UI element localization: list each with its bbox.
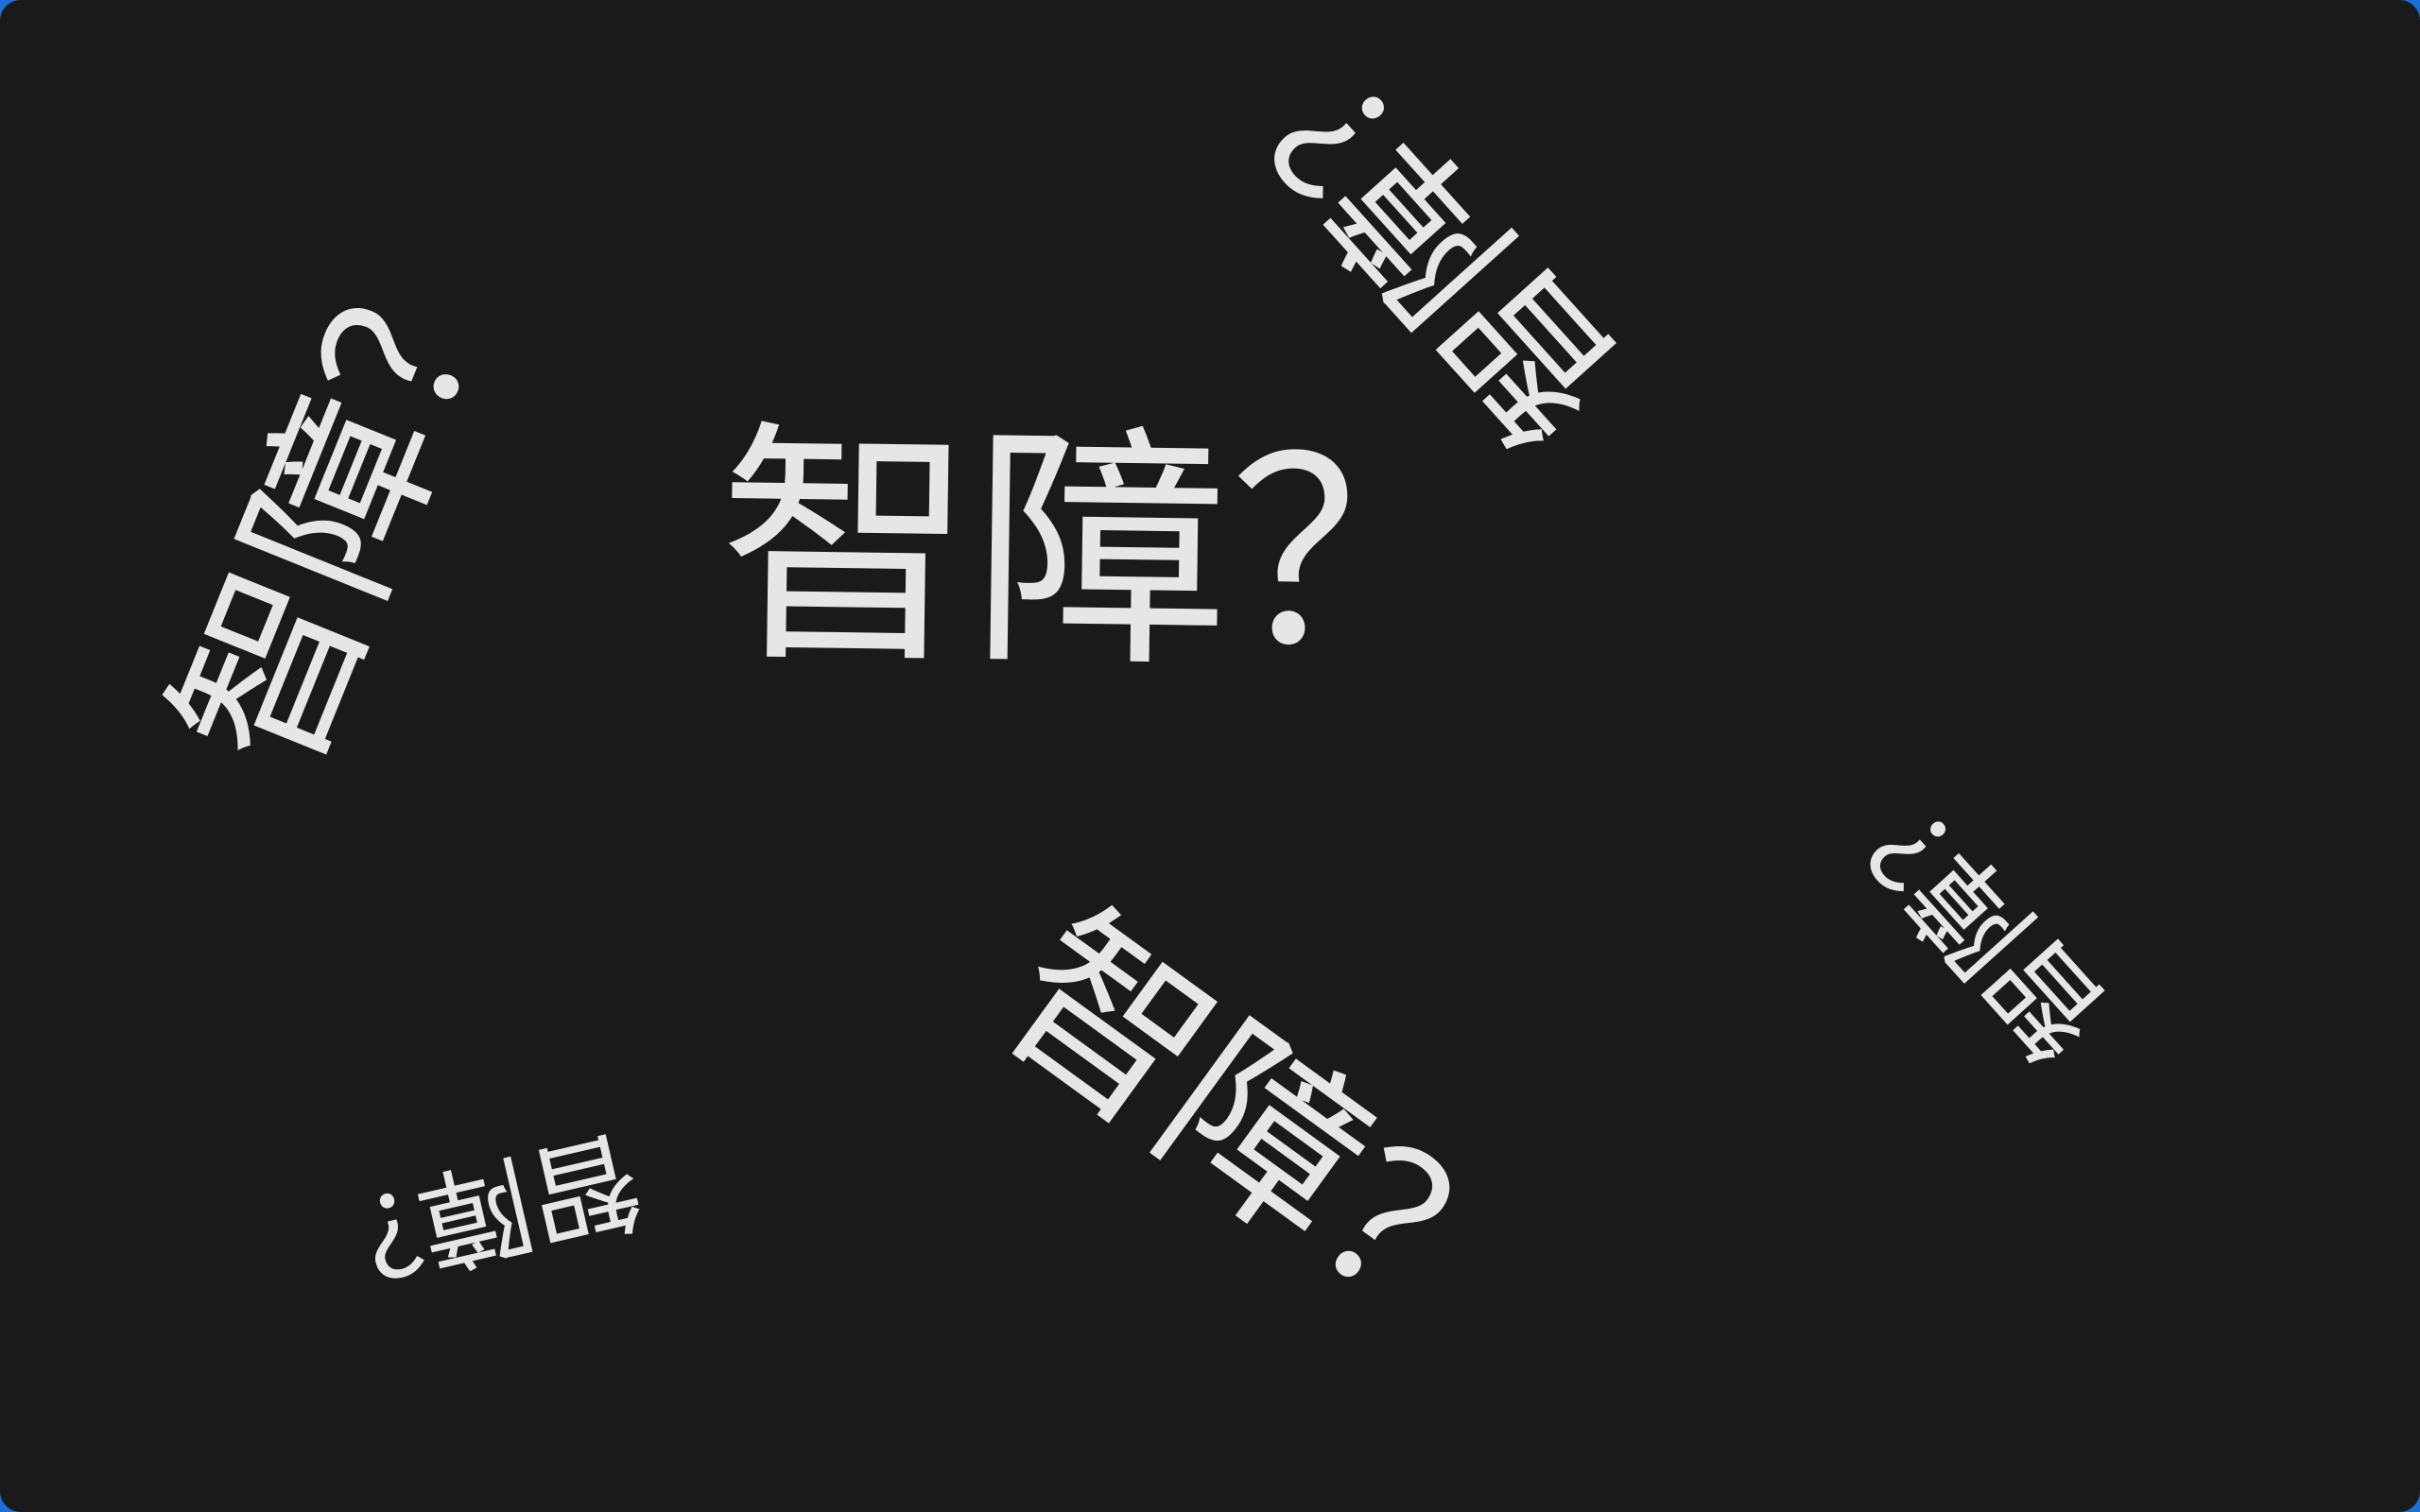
phrase-bottom-rotated: 智障？ bbox=[963, 874, 1566, 1399]
phrase-bottom-left-rotated: 智障？ bbox=[297, 1111, 653, 1315]
phrase-center: 智障？ bbox=[716, 398, 1487, 707]
phrase-top-right-rotated: 智障？ bbox=[1183, 0, 1658, 478]
phrase-right-rotated: 智障？ bbox=[1807, 742, 2134, 1083]
phrase-left-rotated: 智障？ bbox=[136, 192, 553, 800]
